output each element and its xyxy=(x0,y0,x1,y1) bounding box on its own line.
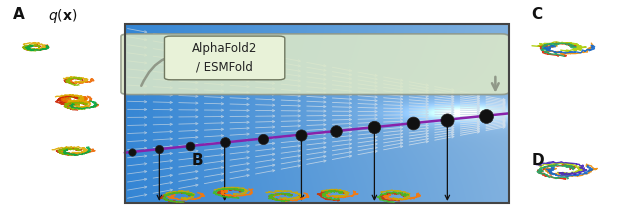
Point xyxy=(220,141,230,144)
Point xyxy=(369,125,380,129)
FancyArrowPatch shape xyxy=(141,54,200,86)
Point xyxy=(481,114,491,118)
Point xyxy=(154,147,164,151)
Text: D: D xyxy=(531,153,544,168)
Text: B: B xyxy=(192,153,204,168)
Point xyxy=(331,129,341,133)
Point xyxy=(296,133,307,136)
Text: $q(\mathbf{x})$: $q(\mathbf{x})$ xyxy=(48,7,77,25)
Text: A: A xyxy=(13,7,24,22)
Text: C: C xyxy=(531,7,542,22)
Point xyxy=(127,150,138,154)
Point xyxy=(258,137,268,140)
Text: AlphaFold2
/ ESMFold: AlphaFold2 / ESMFold xyxy=(192,43,257,73)
FancyBboxPatch shape xyxy=(164,36,285,80)
Point xyxy=(408,121,418,125)
Point xyxy=(442,118,452,121)
Point xyxy=(185,144,195,148)
FancyBboxPatch shape xyxy=(121,34,509,95)
